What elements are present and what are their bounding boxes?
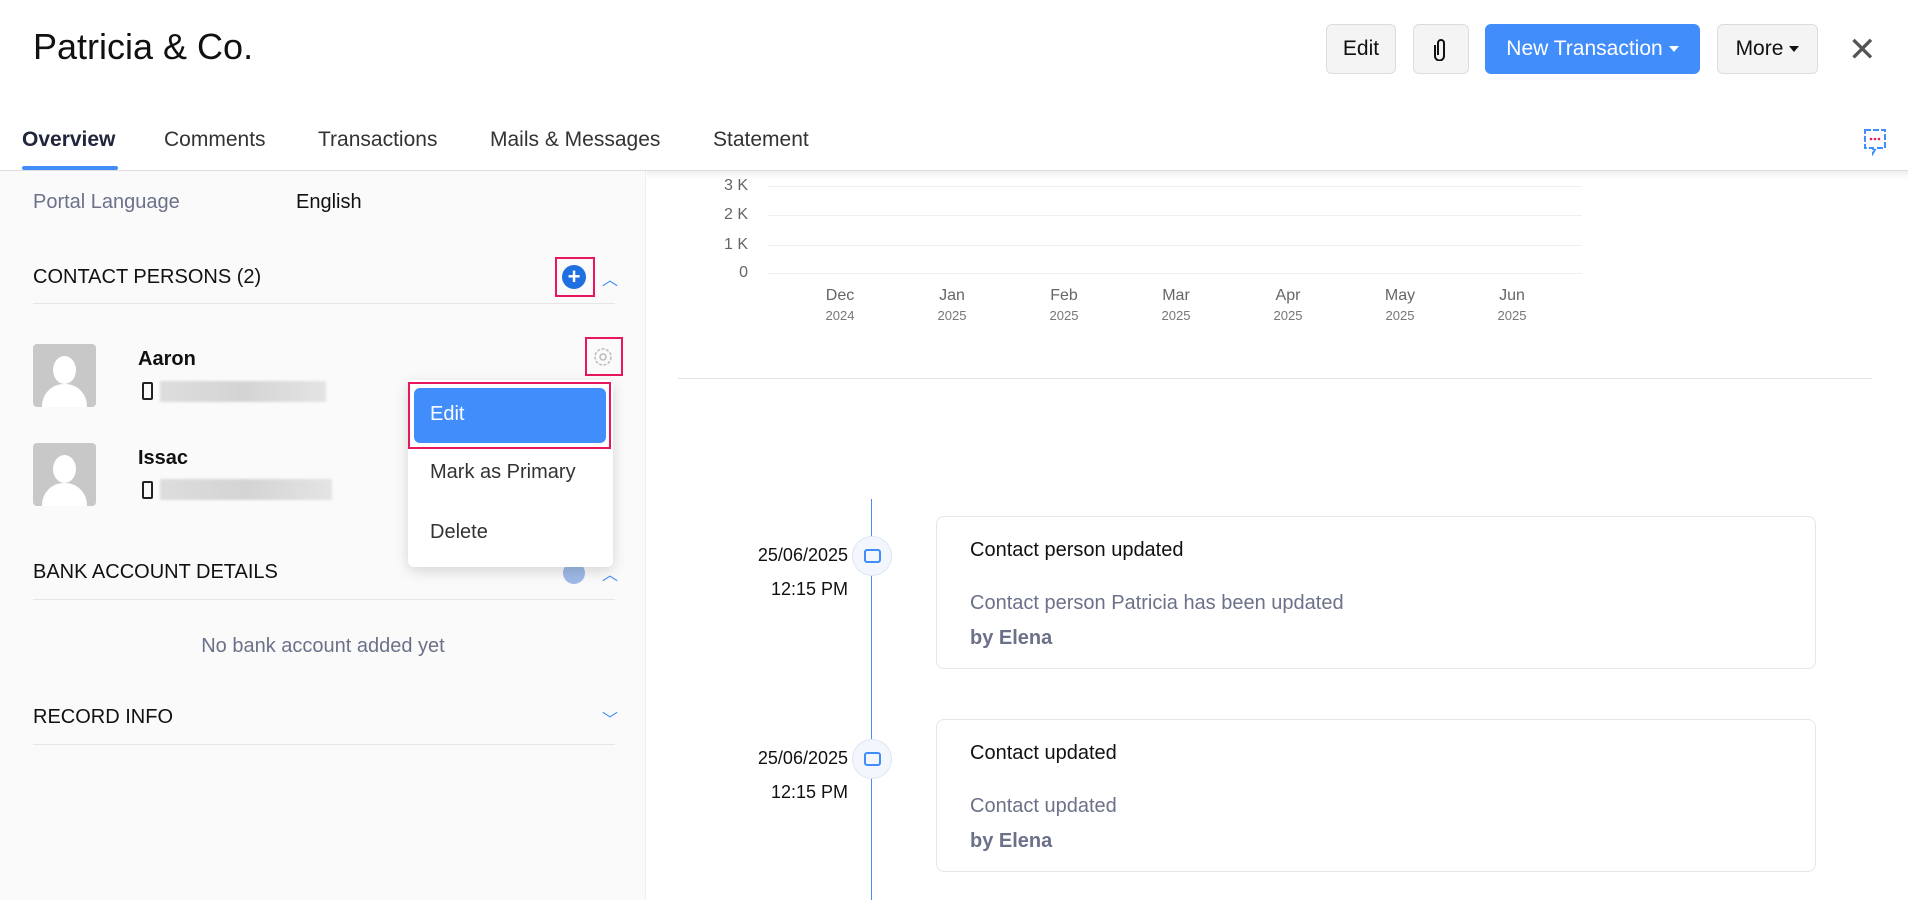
timeline-date: 25/06/2025 [757,748,848,768]
timeline-title: Contact updated [970,742,1117,764]
tab-mails-messages[interactable]: Mails & Messages [490,128,661,151]
chart-divider [678,378,1872,379]
x-tick-month: Apr [1275,287,1301,304]
edit-button[interactable]: Edit [1326,24,1396,74]
page-title: Patricia & Co. [33,26,254,67]
gridline [768,273,1582,274]
y-tick-label: 2 K [723,206,748,223]
close-icon[interactable]: ✕ [1848,31,1877,69]
section-divider [33,303,615,304]
new-transaction-button[interactable]: New Transaction [1485,24,1700,74]
contact-name[interactable]: Issac [138,447,189,469]
portal-language-value: English [296,191,362,213]
record-info-heading[interactable]: RECORD INFO [33,706,173,728]
timeline-date: 25/06/2025 [757,545,848,565]
x-tick-year: 2025 [1049,308,1079,323]
highlight-box [408,382,611,449]
x-tick-year: 2025 [1161,308,1191,323]
timeline-card: Contact person updated Contact person Pa… [936,516,1816,669]
chat-icon[interactable] [1862,128,1888,161]
add-contact-person-icon[interactable]: + [562,265,586,289]
tab-transactions[interactable]: Transactions [318,128,438,151]
highlight-box [555,257,595,297]
timeline-time: 12:15 PM [770,782,848,802]
gridline [768,245,1582,246]
x-tick-year: 2024 [825,308,855,323]
x-tick-month: Jan [939,287,965,304]
chevron-up-icon[interactable]: ︿ [602,567,619,584]
x-tick-month: Mar [1162,287,1190,304]
more-label: More [1735,37,1784,60]
avatar [33,344,96,407]
x-tick-month: Dec [825,287,855,304]
tab-statement[interactable]: Statement [713,128,809,151]
avatar [33,443,96,506]
comment-icon [852,536,892,576]
tab-overview[interactable]: Overview [22,128,116,151]
x-tick-year: 2025 [1497,308,1527,323]
no-bank-message: No bank account added yet [201,635,445,657]
paperclip-icon [1434,39,1445,61]
more-button[interactable]: More [1717,24,1818,74]
x-tick-year: 2025 [1273,308,1303,323]
gridline [768,186,1582,187]
menu-item-mark-primary[interactable]: Mark as Primary [430,461,576,483]
timeline-description: Contact updated [970,795,1117,817]
menu-item-edit[interactable] [414,388,606,443]
timeline-author: by Elena [970,830,1053,852]
x-tick-month: Jun [1499,287,1525,304]
highlight-box [585,337,623,376]
mobile-icon [142,382,153,400]
y-tick-label: 3 K [723,177,748,194]
section-divider [33,744,615,745]
contact-name[interactable]: Aaron [138,348,196,370]
x-tick-month: May [1384,287,1416,304]
attach-button[interactable] [1413,24,1469,74]
active-tab-indicator [22,166,118,170]
tab-comments[interactable]: Comments [164,128,266,151]
y-tick-label: 1 K [723,236,748,253]
contact-actions-menu: Edit Mark as Primary Delete [408,380,613,567]
portal-language-label: Portal Language [33,191,180,213]
mobile-icon [142,481,153,499]
timeline-author: by Elena [970,627,1053,649]
section-divider [33,599,615,600]
shadow [647,171,1908,179]
menu-item-edit-label[interactable]: Edit [430,403,465,425]
x-tick-year: 2025 [937,308,967,323]
x-tick-month: Feb [1050,287,1078,304]
add-bank-icon[interactable] [563,562,585,584]
caret-down-icon [1668,46,1679,52]
timeline-time: 12:15 PM [770,579,848,599]
comment-icon [852,739,892,779]
timeline-description: Contact person Patricia has been updated [970,592,1344,614]
tab-divider [0,170,1908,171]
gridline [768,215,1582,216]
timeline-line [871,499,872,900]
menu-item-delete[interactable]: Delete [430,521,488,543]
caret-down-icon [1789,46,1800,52]
new-transaction-label: New Transaction [1506,37,1663,60]
chevron-up-icon[interactable]: ︿ [602,272,619,289]
x-tick-year: 2025 [1385,308,1415,323]
gear-icon[interactable] [591,345,615,374]
bank-account-heading: BANK ACCOUNT DETAILS [33,561,278,583]
chevron-down-icon[interactable]: ﹀ [602,712,619,729]
contact-persons-heading: CONTACT PERSONS (2) [33,266,262,288]
timeline-card: Contact updated Contact updated by Elena [936,719,1816,872]
y-tick-label: 0 [739,264,748,281]
timeline-title: Contact person updated [970,539,1184,561]
redacted-phone [160,479,332,500]
redacted-phone [160,381,326,402]
